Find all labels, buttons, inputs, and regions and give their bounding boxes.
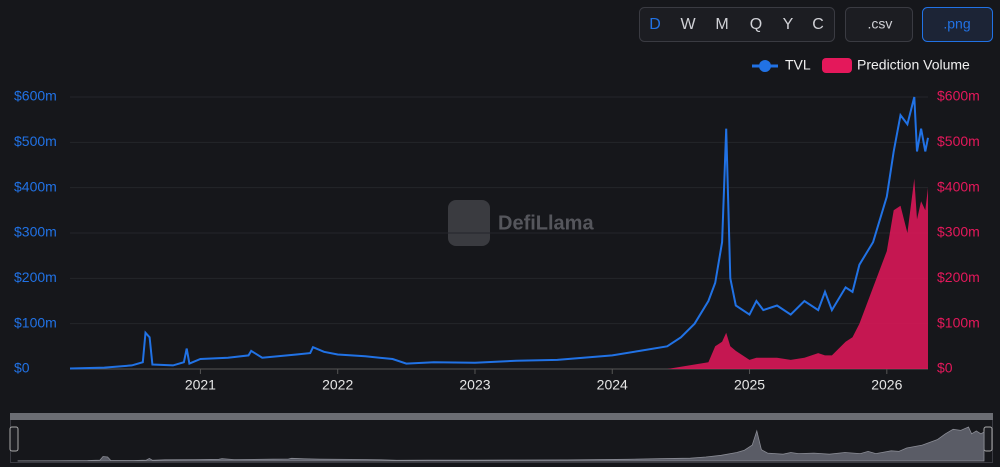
y-tick-label: $100m [14, 314, 57, 330]
legend-swatch [822, 58, 852, 73]
brush-handle[interactable] [983, 426, 993, 452]
watermark-text: DefiLlama [498, 212, 594, 234]
y-tick-label: $500m [14, 133, 57, 149]
y2-tick-label: $300m [937, 224, 980, 240]
y2-tick-label: $100m [937, 314, 980, 330]
download-label: .csv [868, 16, 893, 32]
y2-tick-label: $400m [937, 178, 980, 194]
y-tick-label: $300m [14, 224, 57, 240]
x-tick-label: 2024 [597, 377, 628, 393]
y-tick-label: $0 [14, 360, 30, 376]
mini-area [17, 426, 985, 462]
brush-handle[interactable] [9, 426, 19, 452]
y2-tick-label: $600m [937, 88, 980, 104]
interval-button[interactable]: W [680, 16, 696, 33]
y-tick-label: $200m [14, 269, 57, 285]
download-label: .png [943, 16, 970, 32]
y2-tick-label: $500m [937, 133, 980, 149]
interval-button[interactable]: C [812, 16, 824, 33]
area [70, 178, 928, 369]
csv-button[interactable] [845, 7, 913, 42]
x-tick-label: 2021 [185, 377, 216, 393]
legend-label: TVL [785, 57, 811, 73]
x-tick-label: 2023 [459, 377, 490, 393]
interval-button[interactable]: M [715, 16, 728, 33]
y2-tick-label: $200m [937, 269, 980, 285]
legend-label: Prediction Volume [857, 57, 970, 73]
y-tick-label: $400m [14, 178, 57, 194]
x-tick-label: 2025 [734, 377, 765, 393]
x-tick-label: 2022 [322, 377, 353, 393]
x-tick-label: 2026 [871, 377, 902, 393]
watermark-logo [448, 200, 490, 246]
watermark: DefiLlama [448, 200, 594, 246]
interval-group [639, 7, 835, 42]
line [69, 96, 929, 370]
interval-button[interactable]: Y [783, 16, 794, 33]
interval-button[interactable]: D [649, 16, 661, 33]
legend-swatch [759, 60, 771, 72]
png-button[interactable] [922, 7, 993, 42]
brush-bar[interactable] [10, 413, 993, 420]
y2-tick-label: $0 [937, 360, 953, 376]
y-tick-label: $600m [14, 88, 57, 104]
interval-button[interactable]: Q [750, 16, 762, 33]
